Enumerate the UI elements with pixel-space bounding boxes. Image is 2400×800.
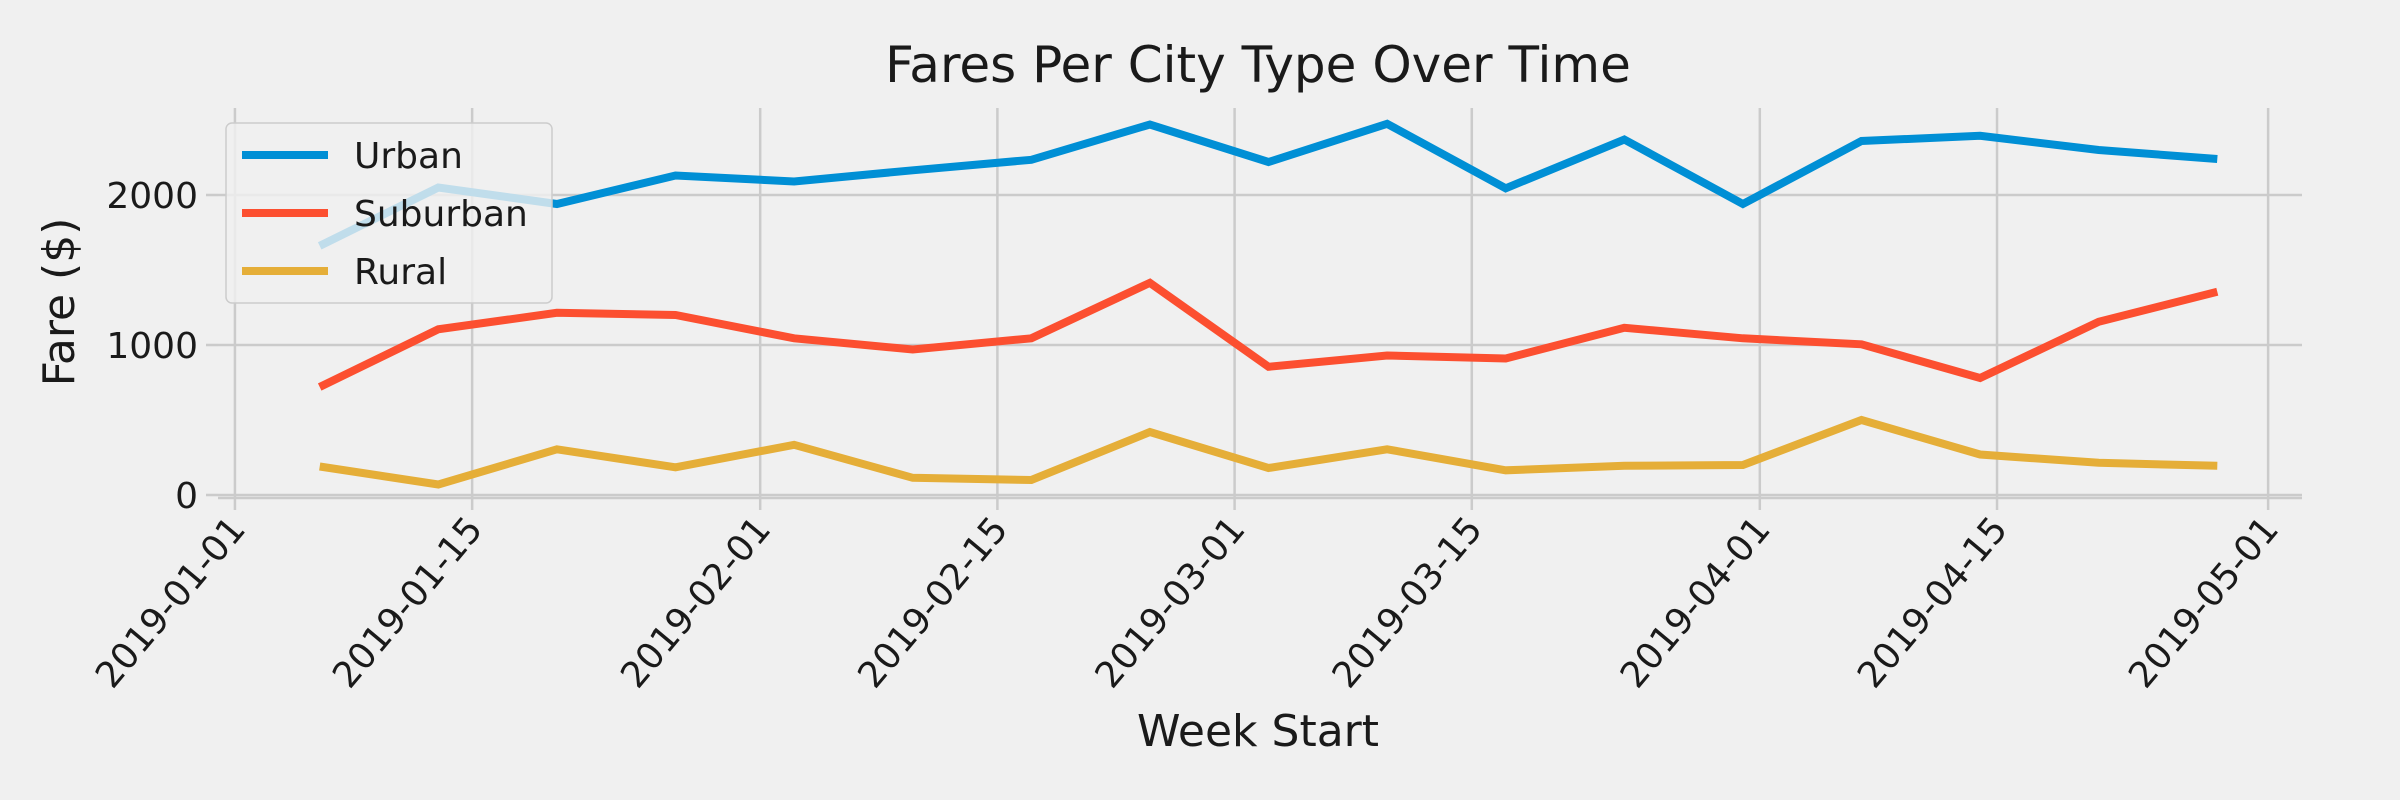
x-tick-label: 2019-04-01 — [1613, 509, 1779, 696]
series-lines — [317, 119, 2219, 489]
legend-label-urban: Urban — [354, 136, 463, 177]
chart-title: Fares Per City Type Over Time — [885, 36, 1631, 94]
series-line-suburban — [317, 278, 2219, 391]
x-tick-label: 2019-02-01 — [613, 509, 779, 696]
y-tick-label: 0 — [175, 476, 198, 517]
x-tick-label: 2019-03-15 — [1325, 509, 1491, 696]
axes — [206, 193, 2302, 510]
x-tick-label: 2019-05-01 — [2121, 509, 2287, 696]
x-tick-label: 2019-01-15 — [325, 509, 491, 696]
legend-label-suburban: Suburban — [354, 194, 528, 235]
y-axis-label: Fare ($) — [34, 218, 85, 387]
x-tick-label: 2019-02-15 — [850, 509, 1016, 696]
legend: Urban Suburban Rural — [225, 122, 553, 304]
legend-label-rural: Rural — [354, 252, 447, 293]
y-tick-label: 2000 — [106, 176, 198, 217]
x-tick-label: 2019-03-01 — [1088, 509, 1254, 696]
y-tick-label: 1000 — [106, 326, 198, 367]
x-axis-label: Week Start — [1137, 706, 1379, 757]
legend-box — [225, 122, 553, 304]
series-line-urban — [317, 119, 2218, 250]
series-line-rural — [319, 415, 2218, 489]
x-tick-label: 2019-04-15 — [1850, 509, 2016, 696]
x-tick-label: 2019-01-01 — [88, 509, 254, 696]
